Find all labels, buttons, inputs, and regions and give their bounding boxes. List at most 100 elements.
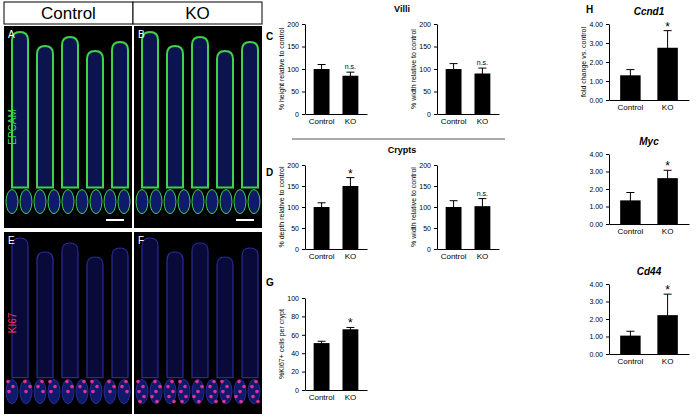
plot-area: [446, 64, 491, 114]
crypt: [178, 190, 190, 214]
ki67-nucleus: [41, 390, 45, 394]
axis-title: fold change vs. control: [580, 27, 588, 97]
ki67-nucleus: [179, 390, 183, 394]
tick-label: 2.00: [589, 316, 603, 323]
bar: [314, 69, 330, 114]
plot-area: [314, 178, 359, 249]
y-tick: 4.00: [589, 281, 609, 288]
ki67-nucleus: [250, 385, 254, 389]
ki67-nucleus: [136, 380, 140, 384]
significance-label: n.s.: [477, 190, 488, 197]
ki67-nucleus: [95, 385, 99, 389]
tick-mark: [434, 114, 437, 115]
tick-mark: [434, 69, 437, 70]
error-bar-stem: [321, 341, 322, 345]
tick-label: 150: [419, 43, 431, 50]
villus: [167, 252, 183, 378]
tick-label: 0: [295, 387, 299, 394]
ki67-nucleus: [234, 395, 238, 399]
error-bar: [478, 68, 486, 79]
tick-mark: [302, 335, 305, 336]
category-label: KO: [662, 103, 674, 112]
y-tick: 100: [287, 295, 305, 302]
y-tick: 100: [287, 204, 305, 211]
tick-mark: [302, 228, 305, 229]
tick-label: 100: [419, 204, 431, 211]
ki67-nucleus: [150, 395, 154, 399]
villus: [217, 51, 233, 188]
ki67-nucleus: [23, 380, 27, 384]
y-tick: 4.00: [589, 151, 609, 158]
villus: [87, 51, 103, 188]
tick-mark: [302, 165, 305, 166]
ki67-nucleus: [255, 390, 259, 394]
axis-line: [306, 390, 368, 391]
crypt: [90, 190, 102, 214]
tick-label: 0: [295, 111, 299, 118]
crypt: [220, 380, 232, 404]
bar: [314, 207, 330, 249]
x-axis: Control KO: [438, 114, 500, 126]
scale-bar: [236, 219, 254, 221]
ki67-nucleus: [7, 390, 11, 394]
error-bar-cap: [626, 192, 634, 193]
axis-title: % depth relative to control: [278, 166, 286, 247]
axis-line: [305, 299, 306, 391]
x-tick: Control: [617, 224, 643, 236]
error-bar: [346, 72, 354, 79]
error-bar-stem: [350, 72, 351, 79]
ki67-nucleus: [237, 380, 241, 384]
axis-title: %KI67+ cells per crypt: [278, 309, 286, 379]
y-tick: 0: [427, 111, 437, 118]
image-letter: E: [8, 235, 15, 246]
tick-label: 4.00: [589, 21, 603, 28]
crypt: [76, 190, 88, 214]
crypt: [34, 190, 46, 214]
ki67-nucleus: [212, 380, 216, 384]
error-bar: [450, 201, 458, 214]
y-tick: 20: [291, 368, 305, 375]
crypt: [104, 380, 116, 404]
villus: [37, 46, 53, 188]
y-axis: 0.001.002.003.004.00: [589, 21, 609, 104]
y-tick: 150: [419, 43, 437, 50]
bar: [446, 69, 462, 114]
ki67-nucleus: [142, 395, 146, 399]
ki67-nucleus: [256, 400, 260, 404]
crypt: [20, 190, 32, 214]
tick-mark: [434, 47, 437, 48]
error-bar-cap: [626, 331, 634, 332]
tick-label: 0.00: [589, 97, 603, 104]
ki67-nucleus: [180, 400, 184, 404]
significance-label: *: [665, 159, 670, 173]
ki67-nucleus: [220, 380, 224, 384]
axis-line: [437, 166, 438, 250]
category-label: KO: [477, 117, 489, 126]
tick-label: 1.00: [589, 333, 603, 340]
ki67-nucleus: [242, 385, 246, 389]
ki67-nucleus: [66, 390, 70, 394]
category-label: Control: [441, 117, 467, 126]
axis-title: % width relative to control: [410, 29, 417, 109]
tick-label: 50: [291, 225, 299, 232]
axis-line: [610, 100, 690, 101]
category-label: Control: [617, 227, 643, 236]
ki67-nucleus: [28, 385, 32, 389]
villus: [62, 37, 78, 188]
villus: [217, 257, 233, 378]
image-background: [134, 232, 262, 414]
category-label: KO: [345, 252, 357, 261]
tick-label: 0: [427, 246, 431, 253]
bar-chart: 0.001.002.003.004.00ControlKOCd44*: [589, 266, 689, 366]
tick-label: 0: [427, 111, 431, 118]
ki67-nucleus: [221, 390, 225, 394]
x-axis: ControlKO: [306, 114, 368, 126]
stain-label: KI67: [7, 312, 18, 333]
y-axis: 050100150200: [287, 162, 305, 253]
ki67-nucleus: [120, 385, 124, 389]
tick-mark: [302, 114, 305, 115]
bar: [446, 207, 462, 249]
bar-chart: 0.001.002.003.004.00ControlKOfold change…: [580, 6, 689, 112]
plot-area: [620, 170, 678, 224]
image-background: [4, 232, 132, 414]
